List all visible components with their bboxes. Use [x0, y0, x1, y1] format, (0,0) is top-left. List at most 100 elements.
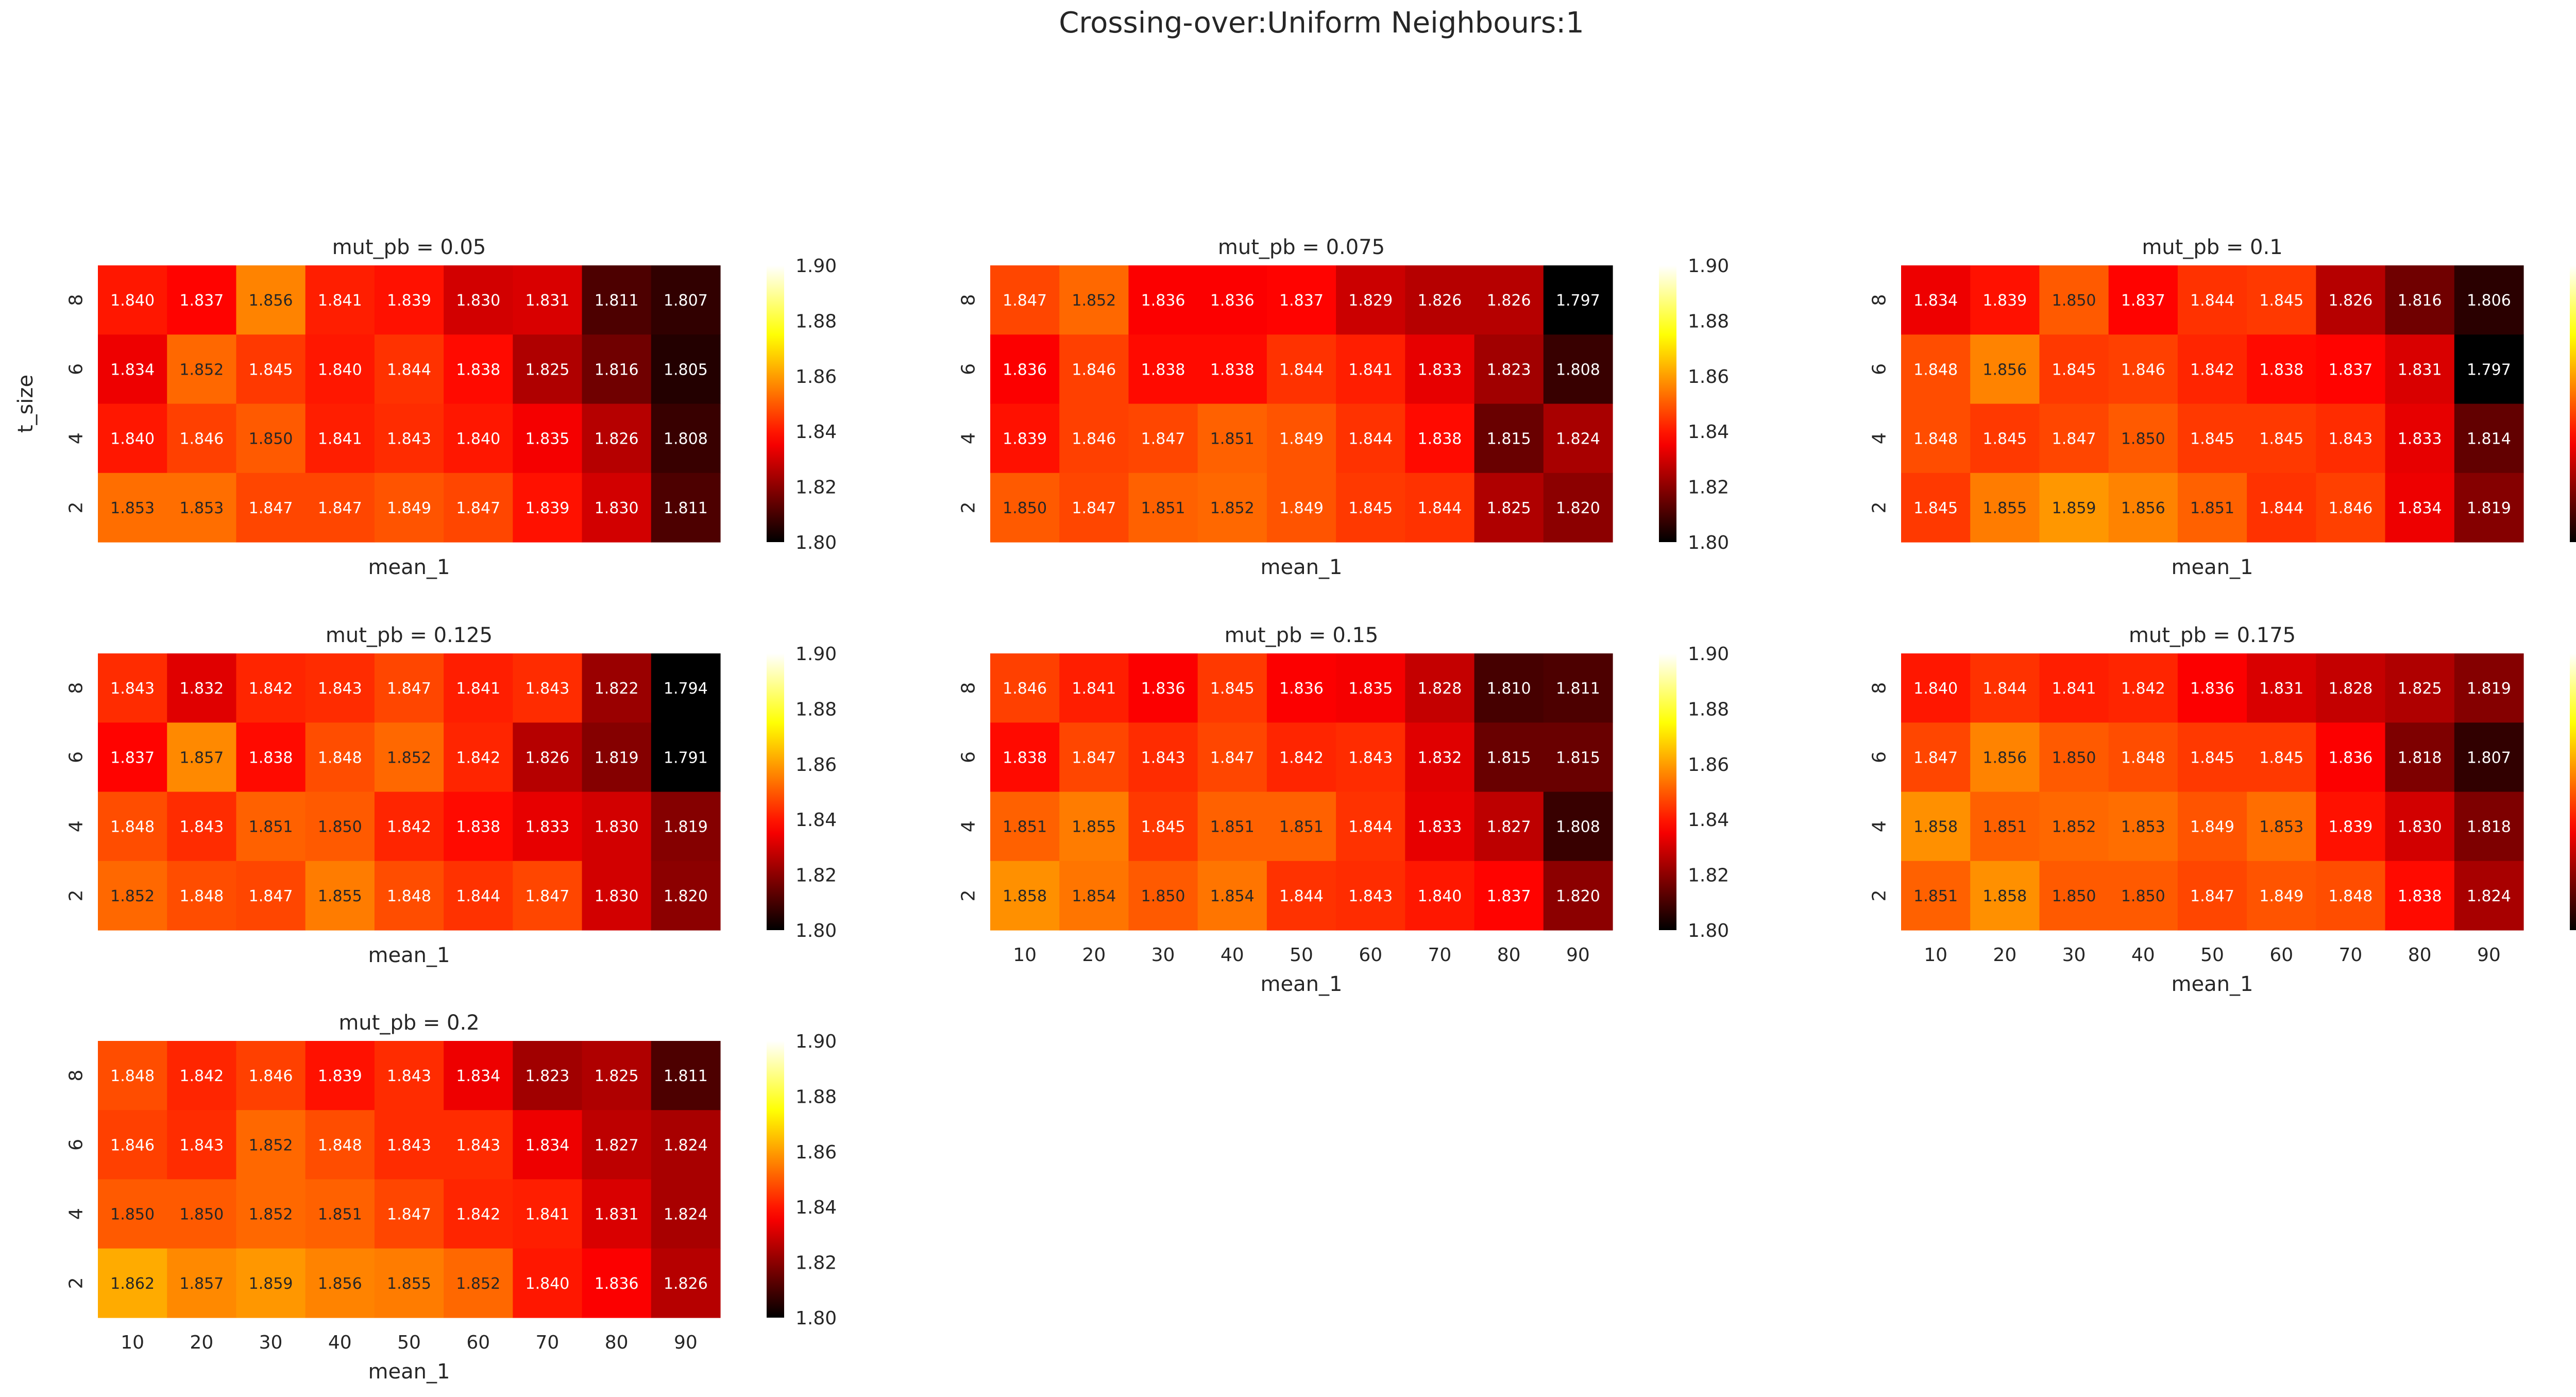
panel-5-cell-label: 1.851 [1279, 818, 1324, 836]
panel-2-cell [1405, 403, 1475, 474]
panel-3-cell [2316, 403, 2386, 474]
panel-5-cell [990, 792, 1060, 862]
panel-1-cell-label: 1.834 [110, 361, 155, 379]
panel-7-xlabel: mean_1 [368, 1360, 450, 1384]
panel-1-cell-label: 1.844 [387, 361, 431, 379]
panel-4-cell-label: 1.842 [387, 818, 431, 836]
panel-7-cell [651, 1041, 721, 1110]
panel-1-colorbar-tick-label: 1.86 [795, 366, 837, 388]
panel-1-cell [651, 265, 721, 335]
panel-2-cell-label: 1.841 [1348, 361, 1393, 379]
panel-7-cell [582, 1179, 652, 1249]
panel-7-cell [167, 1179, 237, 1249]
panel-5-cell [1059, 653, 1129, 723]
panel-2-cell-label: 1.844 [1417, 499, 1462, 517]
panel-6-cell-label: 1.858 [1913, 818, 1958, 836]
panel-4-cell-label: 1.852 [387, 749, 431, 767]
panel-4-cell [374, 861, 444, 931]
panel-4-cell [98, 722, 167, 793]
panel-6-cell-label: 1.825 [2398, 680, 2442, 698]
panel-5-cell [1197, 861, 1267, 931]
panel-7-cell [98, 1110, 167, 1180]
panel-2-cell-label: 1.808 [1556, 361, 1600, 379]
panel-3-cell-label: 1.851 [2190, 499, 2234, 517]
panel-6-cell-label: 1.839 [2328, 818, 2372, 836]
panel-4-colorbar [767, 653, 784, 930]
panel-4-cell [651, 722, 721, 793]
panel-7-cell [305, 1110, 375, 1180]
panel-7-cell [513, 1110, 583, 1180]
panel-4-cell [444, 722, 513, 793]
panel-7-cell [236, 1041, 306, 1110]
panel-3-cell [1970, 265, 2040, 335]
panel-4-cell [374, 722, 444, 793]
panel-1-cell-label: 1.843 [387, 430, 431, 448]
panel-4-cell [651, 861, 721, 931]
panel-6-cell [2454, 722, 2524, 793]
panel-5-cell [1128, 861, 1198, 931]
panel-7-cell-label: 1.811 [664, 1067, 708, 1085]
panel-1-cell-label: 1.808 [664, 430, 708, 448]
panel-6-cell [2177, 792, 2247, 862]
panel-6-cell-label: 1.836 [2190, 680, 2234, 698]
panel-6-xtick-label: 90 [2477, 945, 2501, 966]
panel-3-cell [1970, 403, 2040, 474]
panel-2-cell [1474, 334, 1544, 405]
panel-6-ytick-label: 8 [1869, 682, 1890, 694]
panel-2-cell-label: 1.838 [1417, 430, 1462, 448]
panel-2-cell-label: 1.838 [1210, 361, 1255, 379]
panel-4-cell [167, 722, 237, 793]
panel-2-colorbar-tick-label: 1.80 [1688, 532, 1729, 553]
panel-2-cell-label: 1.836 [1003, 361, 1047, 379]
panel-3-cell-label: 1.797 [2467, 361, 2511, 379]
panel-1-cell-label: 1.840 [456, 430, 500, 448]
panel-6-cell-label: 1.848 [2121, 749, 2165, 767]
panel-4-ytick-label: 4 [66, 820, 87, 832]
panel-7-cell-label: 1.846 [249, 1067, 293, 1085]
panel-2-cell [1197, 334, 1267, 405]
panel-3-cell [2454, 403, 2524, 474]
panel-6-cell [2108, 861, 2178, 931]
panel-4-ytick-label: 8 [66, 682, 87, 694]
panel-3-cell-label: 1.834 [1913, 292, 1958, 310]
panel-6-cell [2247, 861, 2316, 931]
panel-3-cell [2247, 265, 2316, 335]
panel-1-cell [582, 403, 652, 474]
panel-2-cell [1405, 265, 1475, 335]
panel-6-cell-label: 1.858 [1982, 887, 2027, 905]
panel-7-ytick-label: 6 [66, 1139, 87, 1151]
panel-7-cell [444, 1041, 513, 1110]
panel-2-cell [1543, 403, 1613, 474]
panel-5-xtick-label: 10 [1013, 945, 1037, 966]
panel-2-colorbar-tick-label: 1.88 [1688, 311, 1729, 332]
panel-4-ytick-label: 2 [66, 889, 87, 901]
panel-7-colorbar-tick-label: 1.82 [795, 1253, 837, 1274]
panel-1-ylabel: t_size [14, 375, 38, 433]
panel-6-cell [2247, 653, 2316, 723]
panel-3-cell-label: 1.845 [2190, 430, 2234, 448]
panel-4-cell-label: 1.838 [249, 749, 293, 767]
panel-4-cell-label: 1.841 [456, 680, 500, 698]
panel-3-cell [2316, 265, 2386, 335]
panel-4-cell-label: 1.851 [249, 818, 293, 836]
panel-7-ytick-label: 2 [66, 1277, 87, 1289]
panel-6-cell-label: 1.819 [2467, 680, 2511, 698]
panel-3-cell-label: 1.845 [2259, 430, 2303, 448]
panel-4-cell-label: 1.855 [318, 887, 362, 905]
panel-1-cell [374, 334, 444, 405]
panel-5-cell-label: 1.827 [1487, 818, 1531, 836]
panel-7-ytick-label: 4 [66, 1208, 87, 1220]
panel-1-cell [374, 403, 444, 474]
panel-2-cell-label: 1.815 [1487, 430, 1531, 448]
panel-1-cell [582, 334, 652, 405]
panel-5-cell-label: 1.836 [1141, 680, 1185, 698]
panel-3-cell-label: 1.844 [2190, 292, 2234, 310]
panel-5-cell [1266, 653, 1336, 723]
panel-7-cell [98, 1041, 167, 1110]
panel-7-xtick-label: 30 [259, 1332, 283, 1353]
panel-5-cell-label: 1.844 [1348, 818, 1393, 836]
panel-7-cell [513, 1248, 583, 1318]
panel-1-cell-label: 1.849 [387, 499, 431, 517]
panel-3-cell-label: 1.845 [1982, 430, 2027, 448]
panel-6-cell [2108, 653, 2178, 723]
